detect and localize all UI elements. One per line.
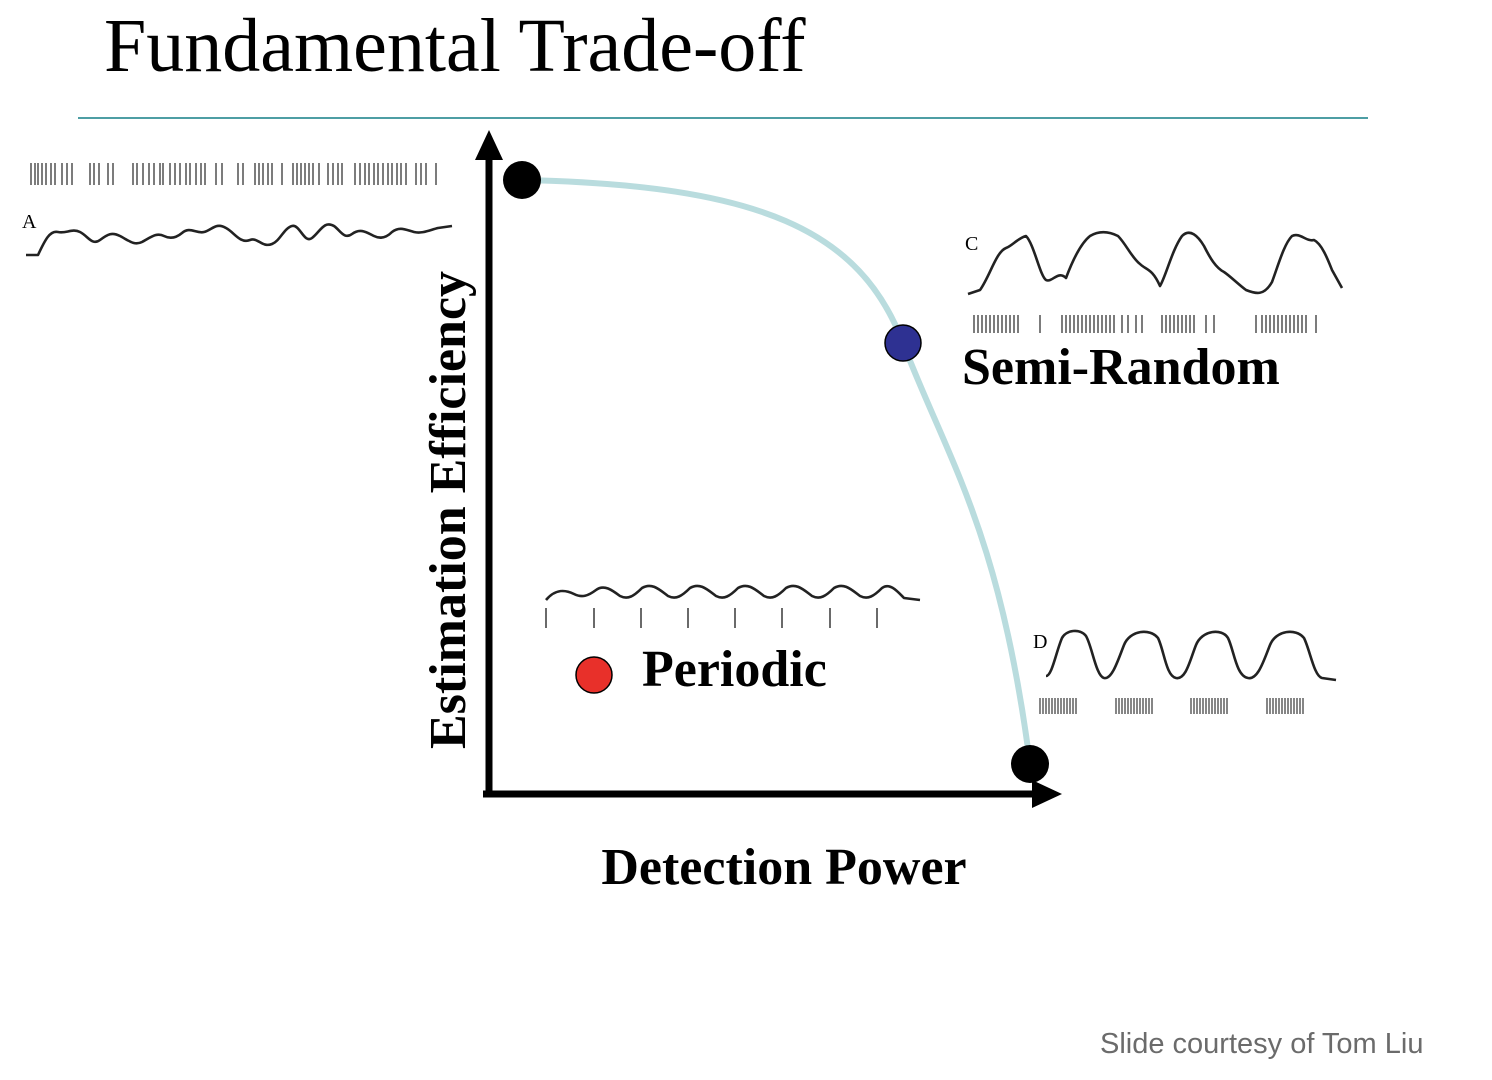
panel-d-stimulus-ticks [1039, 698, 1304, 714]
slide-title: Fundamental Trade-off [104, 4, 806, 88]
y-axis-arrowhead [475, 130, 503, 160]
endpoint-top-marker [503, 161, 541, 199]
endpoint-bottom-marker [1011, 745, 1049, 783]
title-divider [78, 117, 1368, 119]
panel-c-semi-random-design: C [965, 230, 1344, 333]
panel-c-response-trace [967, 230, 1344, 296]
panel-a-stimulus-ticks [30, 163, 437, 185]
slide-credit: Slide courtesy of Tom Liu [1100, 1028, 1424, 1060]
periodic-marker [575, 656, 613, 694]
x-axis-label: Detection Power [601, 839, 966, 896]
semi-random-marker [884, 324, 922, 362]
panel-d-letter: D [1033, 631, 1047, 653]
y-axis-label: Estimation Efficiency [420, 271, 477, 749]
periodic-design-panel [545, 584, 921, 628]
panel-a-letter: A [22, 211, 37, 233]
panel-a-random-design: A [22, 163, 453, 257]
panel-d-blocked-design: D [1033, 629, 1337, 714]
panel-a-response-trace [26, 223, 453, 257]
semi-random-label: Semi-Random [962, 339, 1280, 396]
panel-c-letter: C [965, 233, 978, 255]
axes [475, 130, 1062, 808]
periodic-response-trace [545, 584, 921, 602]
x-axis-arrowhead [1032, 780, 1062, 808]
periodic-label: Periodic [642, 641, 827, 698]
panel-d-response-trace [1045, 629, 1337, 682]
panel-c-stimulus-ticks [973, 315, 1317, 333]
periodic-stimulus-ticks [545, 608, 878, 628]
